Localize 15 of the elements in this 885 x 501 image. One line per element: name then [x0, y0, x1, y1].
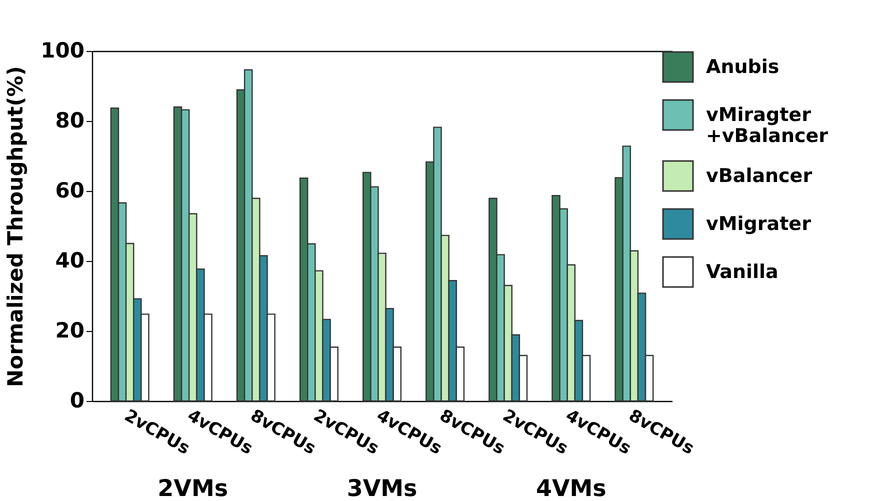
y-tick-label: 60: [55, 178, 84, 202]
y-tick-label: 40: [55, 248, 84, 272]
text: 4VMs: [536, 476, 606, 501]
y-axis-title: Normalized Throughput(%): [4, 66, 28, 387]
y-tick-label: 80: [55, 108, 84, 132]
y-tick-label: 0: [70, 388, 84, 412]
text: 3VMs: [346, 476, 418, 501]
legend-label: vMigrater: [706, 213, 812, 235]
legend-label: Anubis: [706, 56, 780, 78]
y-tick-label: 20: [55, 318, 84, 342]
legend-label: vMiragter +vBalancer: [706, 104, 829, 147]
y-tick-label: 100: [40, 38, 84, 62]
legend-label: vBalancer: [706, 165, 813, 187]
legend-label: Vanilla: [706, 261, 778, 283]
text: 2VMs: [158, 476, 228, 501]
